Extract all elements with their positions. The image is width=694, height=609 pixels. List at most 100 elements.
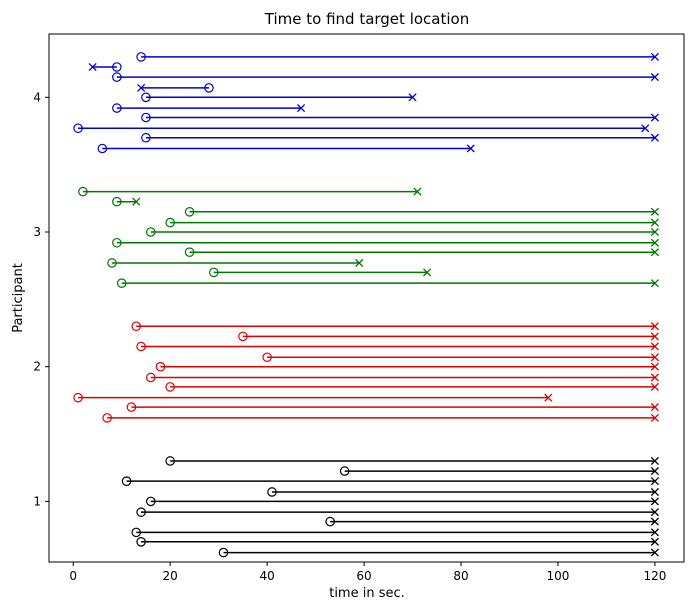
x-tick-label: 60	[356, 569, 371, 583]
end-marker	[650, 413, 659, 422]
chart-axes: 0 20 40 60 80 100 120 1 2 3 4	[33, 33, 685, 583]
start-marker	[136, 52, 146, 62]
chart-title: Time to find target location	[264, 10, 469, 28]
end-marker	[650, 133, 659, 142]
x-tick-label: 0	[69, 569, 77, 583]
start-marker	[112, 103, 122, 113]
start-marker	[339, 466, 350, 476]
start-marker	[141, 132, 151, 143]
start-marker	[262, 352, 272, 363]
x-axis-label: time in sec.	[329, 586, 405, 601]
chart-marks	[73, 52, 659, 558]
end-marker	[544, 393, 553, 402]
end-marker	[650, 537, 659, 546]
start-marker	[218, 547, 229, 558]
start-marker	[107, 258, 117, 268]
end-marker	[650, 52, 659, 61]
end-marker	[650, 362, 659, 371]
end-marker	[297, 104, 306, 113]
end-marker	[650, 113, 659, 122]
end-marker	[650, 238, 659, 247]
y-tick-label: 4	[33, 90, 41, 104]
series-4	[121, 456, 659, 558]
start-marker	[204, 83, 214, 93]
end-marker	[355, 258, 364, 268]
end-marker	[650, 332, 659, 341]
end-marker	[650, 207, 659, 216]
end-marker	[650, 353, 659, 362]
end-marker	[650, 403, 659, 412]
series-2	[78, 186, 659, 288]
start-marker	[102, 413, 112, 423]
x-tick-label: 80	[453, 569, 468, 583]
start-marker	[184, 206, 195, 217]
start-marker	[112, 196, 122, 207]
start-marker	[73, 392, 83, 403]
end-marker	[650, 508, 659, 517]
end-marker	[650, 497, 659, 506]
x-tick-label: 100	[547, 569, 570, 583]
start-marker	[112, 237, 122, 248]
end-marker	[650, 227, 659, 237]
end-marker	[650, 528, 659, 537]
start-marker	[267, 487, 277, 497]
start-marker	[165, 217, 175, 228]
end-marker	[650, 382, 659, 391]
start-marker	[131, 527, 142, 538]
end-marker	[650, 322, 659, 331]
end-marker	[650, 218, 659, 227]
y-tick-label: 3	[33, 225, 41, 239]
end-marker	[650, 487, 659, 497]
y-axis-label: Participant	[11, 263, 26, 333]
start-marker	[136, 341, 146, 352]
end-marker	[650, 548, 659, 557]
end-marker	[650, 279, 659, 288]
end-marker	[413, 187, 422, 196]
end-marker	[650, 342, 659, 351]
end-marker	[650, 517, 659, 526]
start-marker	[238, 331, 248, 342]
start-marker	[325, 516, 335, 527]
end-marker	[641, 124, 650, 133]
start-marker	[78, 186, 88, 197]
start-marker	[131, 321, 142, 332]
start-marker	[121, 476, 132, 486]
series-1	[73, 52, 659, 154]
end-marker	[88, 62, 97, 72]
end-marker	[423, 268, 432, 277]
start-marker	[116, 278, 127, 288]
start-marker	[184, 247, 195, 258]
start-marker	[145, 496, 156, 507]
end-marker	[650, 73, 659, 82]
end-marker	[132, 197, 141, 206]
x-tick-label: 20	[163, 569, 178, 583]
start-marker	[155, 361, 166, 372]
start-marker	[136, 536, 146, 547]
start-marker	[97, 143, 108, 154]
end-marker	[466, 144, 475, 153]
x-tick-label: 120	[643, 569, 666, 583]
start-marker	[209, 267, 219, 278]
end-marker	[650, 456, 659, 466]
start-marker	[136, 507, 146, 517]
start-marker	[145, 372, 156, 383]
y-tick-label: 2	[33, 360, 41, 374]
end-marker	[650, 373, 659, 382]
end-marker	[137, 83, 146, 92]
end-marker	[408, 93, 417, 102]
x-tick-label: 40	[259, 569, 274, 583]
plot-frame	[48, 33, 685, 563]
end-marker	[650, 477, 659, 486]
start-marker	[165, 456, 175, 466]
start-marker	[73, 123, 83, 134]
start-marker	[112, 72, 122, 82]
start-marker	[141, 92, 151, 103]
y-tick-label: 1	[33, 494, 41, 508]
start-marker	[112, 62, 122, 72]
start-marker	[126, 402, 137, 412]
start-marker	[165, 382, 175, 392]
end-marker	[650, 248, 659, 257]
